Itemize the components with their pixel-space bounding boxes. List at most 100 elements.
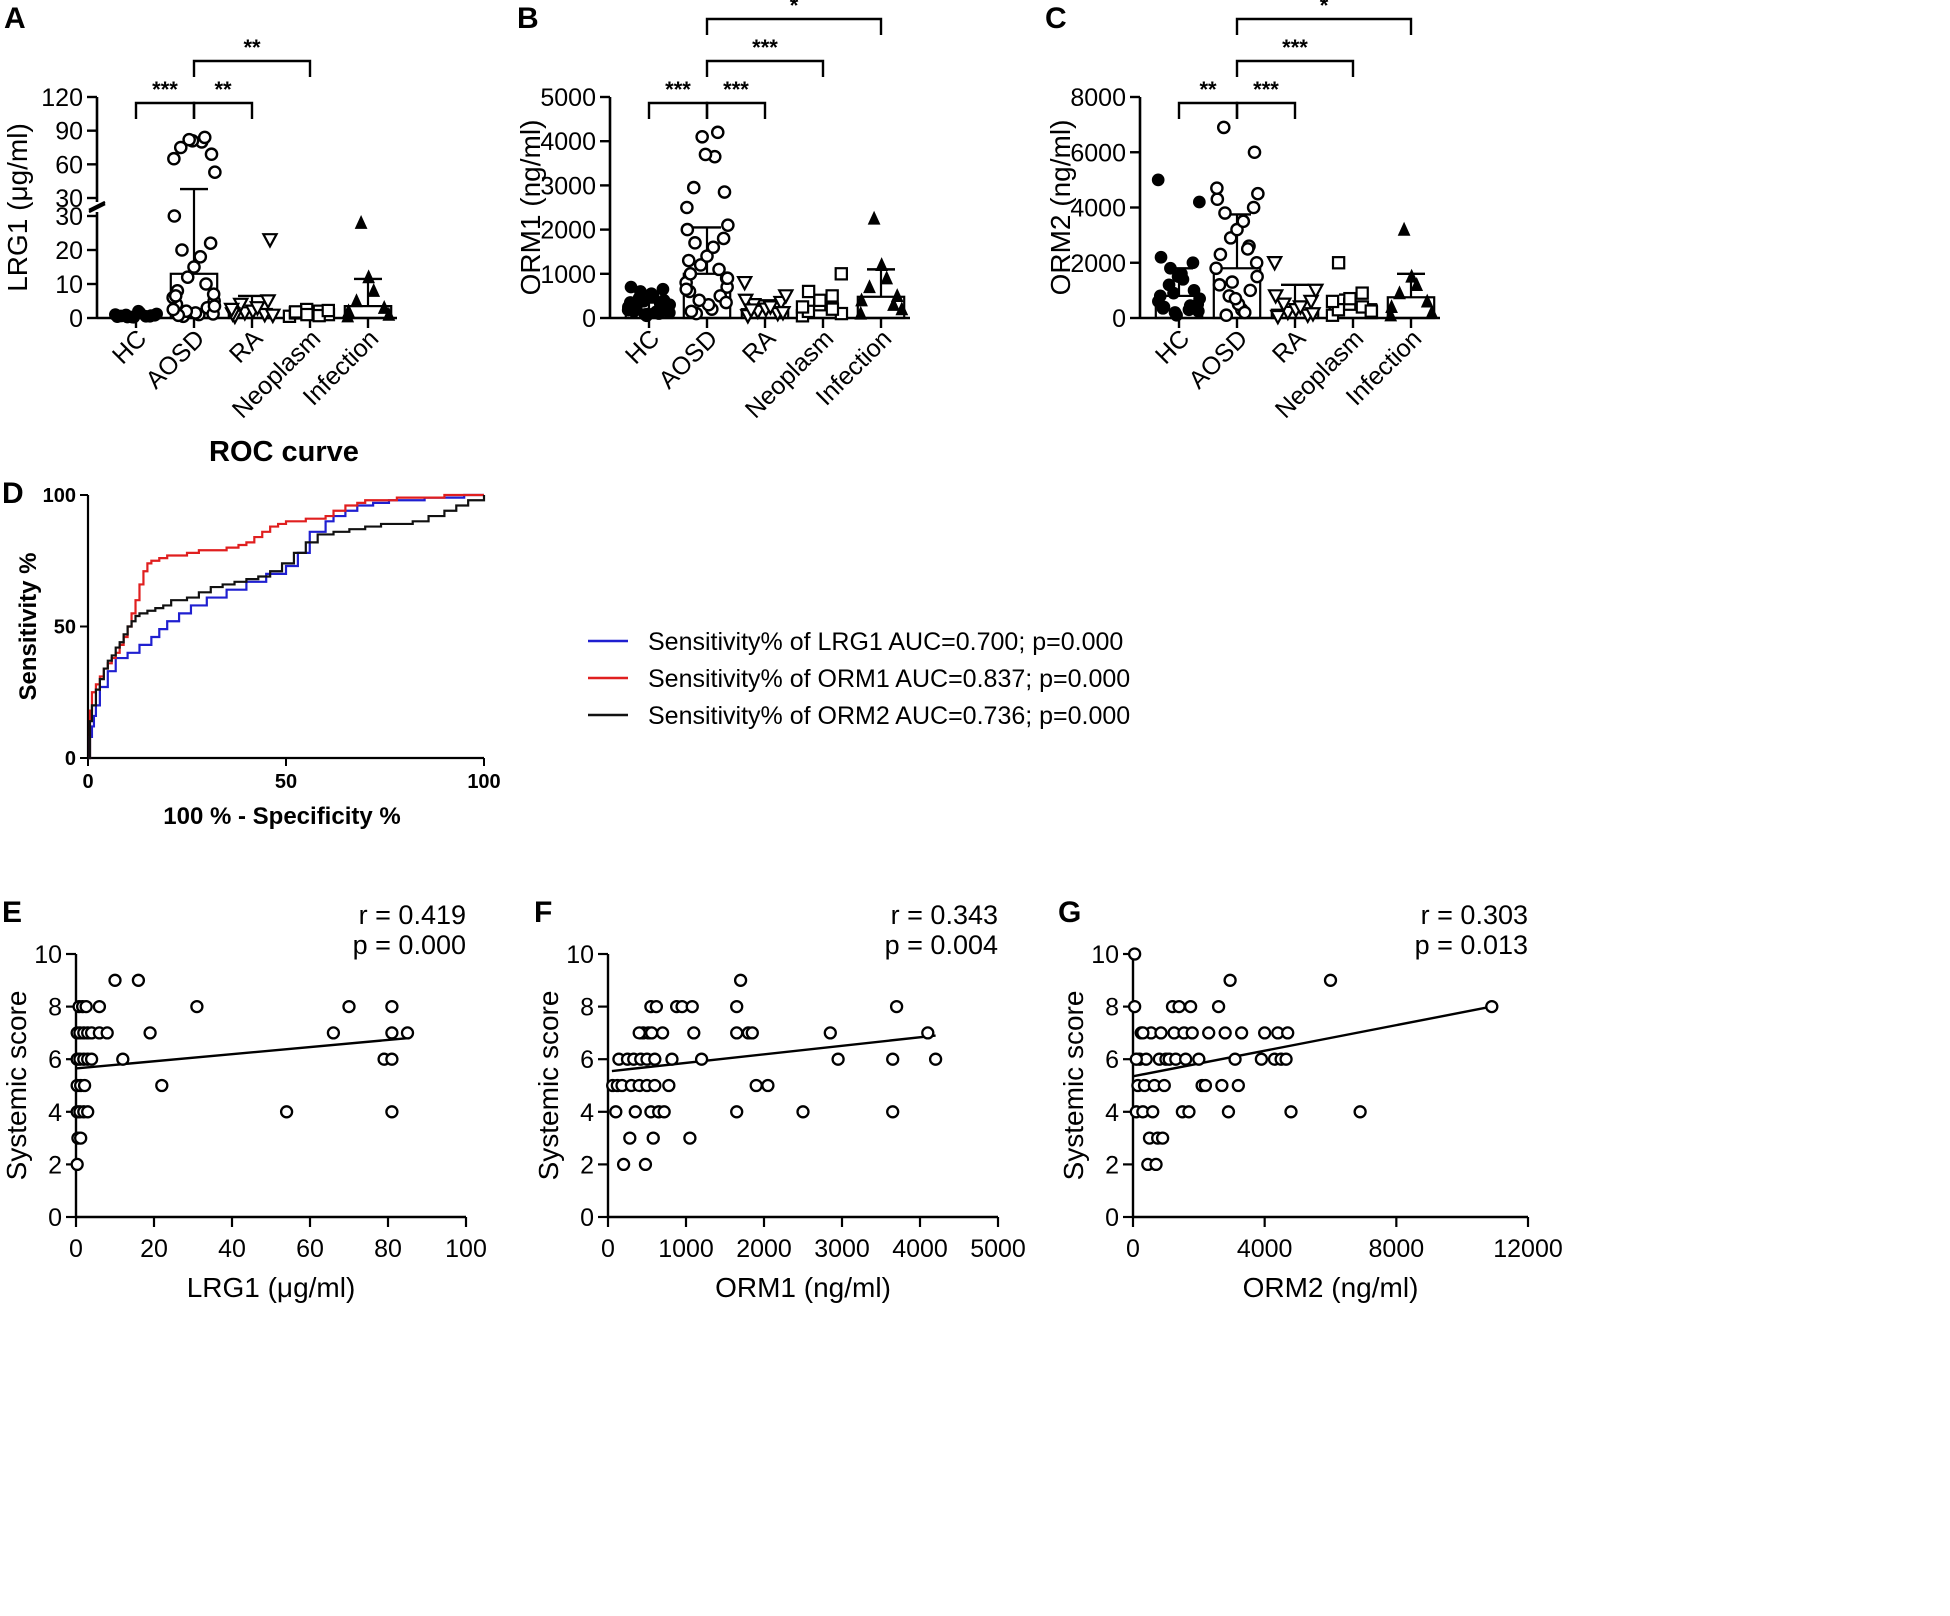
data-point bbox=[223, 302, 241, 319]
data-point bbox=[166, 302, 181, 317]
x-category-label: HC bbox=[107, 324, 152, 369]
data-point bbox=[695, 129, 709, 144]
data-point bbox=[350, 293, 363, 308]
y-tick-label: 50 bbox=[54, 617, 76, 639]
data-point bbox=[730, 1105, 744, 1119]
data-point bbox=[616, 1157, 631, 1172]
legend-label: Sensitivity% of LRG1 AUC=0.700; p=0.000 bbox=[648, 628, 1123, 656]
data-point bbox=[716, 231, 731, 246]
data-point bbox=[1136, 1026, 1150, 1040]
significance-bracket bbox=[705, 59, 825, 77]
y-tick-label: 2 bbox=[48, 1151, 62, 1179]
data-point bbox=[1266, 256, 1284, 272]
panel-label-f: F bbox=[534, 896, 552, 929]
x-tick-label: 100 bbox=[467, 771, 500, 793]
y-tick-label: 6 bbox=[1105, 1046, 1119, 1074]
data-point bbox=[629, 302, 643, 316]
data-point bbox=[1325, 294, 1340, 309]
significance-bracket bbox=[1235, 17, 1413, 35]
x-tick-label: 0 bbox=[1126, 1235, 1140, 1263]
data-point bbox=[823, 1026, 837, 1040]
data-point bbox=[855, 292, 868, 307]
data-point bbox=[193, 249, 208, 264]
data-point bbox=[662, 1078, 676, 1093]
data-point bbox=[665, 1052, 679, 1066]
significance-bracket bbox=[705, 17, 883, 35]
data-point bbox=[854, 305, 868, 320]
significance-label: * bbox=[790, 0, 799, 18]
data-point bbox=[867, 210, 881, 225]
data-point bbox=[74, 1131, 88, 1145]
data-point bbox=[1172, 999, 1186, 1014]
r-value: r = 0.303 bbox=[1421, 900, 1528, 930]
data-point bbox=[1254, 1052, 1269, 1066]
x-tick-label: 40 bbox=[218, 1235, 246, 1263]
data-point bbox=[921, 1026, 935, 1040]
data-point bbox=[834, 267, 848, 281]
y-tick-label: 4000 bbox=[1070, 195, 1126, 223]
data-point bbox=[342, 999, 356, 1014]
data-point bbox=[700, 249, 714, 263]
legend-label: Sensitivity% of ORM1 AUC=0.837; p=0.000 bbox=[648, 665, 1130, 693]
y-tick-label: 6 bbox=[48, 1046, 62, 1074]
data-point bbox=[777, 289, 795, 305]
data-point bbox=[895, 301, 909, 316]
significance-bracket bbox=[192, 59, 312, 77]
data-point bbox=[180, 270, 195, 285]
data-point bbox=[1218, 1026, 1232, 1040]
data-point bbox=[761, 300, 779, 316]
x-tick-label: 80 bbox=[374, 1235, 402, 1263]
data-point bbox=[190, 999, 204, 1014]
data-point bbox=[261, 233, 279, 249]
data-point bbox=[795, 300, 810, 314]
y-axis-title: ORM2 (ng/ml) bbox=[1045, 120, 1076, 296]
data-point bbox=[1179, 1052, 1193, 1066]
data-point bbox=[1210, 181, 1224, 195]
data-point bbox=[1151, 173, 1165, 187]
data-point bbox=[385, 1105, 399, 1119]
data-point bbox=[1156, 301, 1170, 315]
data-point bbox=[1231, 1078, 1245, 1093]
data-point bbox=[687, 1026, 701, 1040]
y-tick-label: 4 bbox=[580, 1099, 594, 1127]
significance-bracket bbox=[1235, 101, 1297, 119]
data-point bbox=[710, 125, 725, 140]
data-point bbox=[385, 1026, 399, 1040]
x-axis-title: 100 % - Specificity % bbox=[163, 803, 400, 830]
data-point bbox=[887, 296, 900, 311]
regression-line bbox=[1132, 1005, 1493, 1078]
data-point bbox=[1228, 291, 1243, 306]
y-tick-label: 5000 bbox=[540, 84, 596, 112]
significance-bracket bbox=[1177, 101, 1239, 119]
data-point bbox=[1149, 1157, 1163, 1172]
panel-label-a: A bbox=[4, 2, 26, 35]
data-point bbox=[377, 300, 391, 314]
significance-label: * bbox=[1320, 0, 1329, 18]
y-tick-label: 2 bbox=[1105, 1151, 1119, 1179]
data-point bbox=[1355, 286, 1369, 300]
regression-line bbox=[75, 1036, 408, 1070]
data-point bbox=[730, 999, 744, 1014]
data-point bbox=[1127, 999, 1142, 1014]
y-tick-label: 30 bbox=[55, 185, 83, 213]
panel-label-d: D bbox=[2, 477, 24, 510]
y-tick-label: 3000 bbox=[540, 172, 596, 200]
roc-series-1 bbox=[88, 493, 484, 760]
data-point bbox=[1420, 293, 1434, 308]
data-point bbox=[928, 1052, 943, 1066]
data-point bbox=[890, 288, 904, 302]
data-point bbox=[736, 275, 754, 292]
data-point bbox=[1209, 261, 1223, 276]
data-point bbox=[1249, 255, 1264, 270]
data-point bbox=[655, 1026, 670, 1040]
data-point bbox=[886, 1052, 900, 1066]
data-point bbox=[1307, 283, 1325, 300]
data-point bbox=[637, 294, 650, 308]
data-point bbox=[248, 301, 266, 317]
data-point bbox=[680, 200, 694, 215]
data-point bbox=[628, 1105, 642, 1119]
data-point bbox=[1186, 256, 1200, 270]
y-tick-label: 60 bbox=[55, 151, 83, 179]
data-point bbox=[1397, 221, 1411, 236]
data-point bbox=[875, 257, 889, 272]
